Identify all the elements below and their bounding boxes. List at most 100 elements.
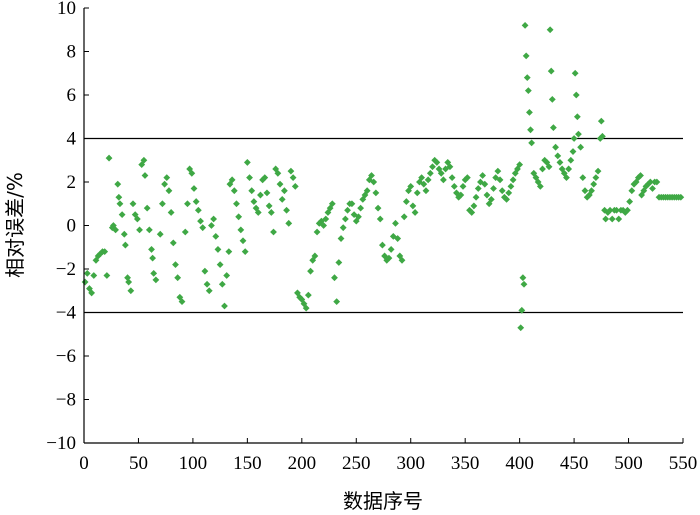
data-point xyxy=(575,130,582,138)
data-point xyxy=(521,22,529,29)
data-point xyxy=(337,235,345,242)
data-point xyxy=(210,215,218,223)
data-point xyxy=(233,200,240,208)
data-point xyxy=(178,298,186,306)
data-point xyxy=(363,187,371,195)
data-point xyxy=(199,224,207,232)
y-tick-label: −2 xyxy=(56,259,76,280)
data-point xyxy=(216,261,224,269)
data-point xyxy=(159,200,166,208)
data-point xyxy=(287,167,295,175)
data-point xyxy=(259,176,267,184)
data-point xyxy=(241,248,249,255)
data-point xyxy=(239,237,247,245)
data-point xyxy=(254,209,262,216)
data-point xyxy=(498,187,506,195)
data-point xyxy=(197,217,204,225)
data-point xyxy=(583,193,591,201)
data-point xyxy=(230,187,238,195)
data-point xyxy=(322,215,330,223)
y-tick-label: 8 xyxy=(67,42,77,63)
x-tick-label: 400 xyxy=(505,453,534,474)
data-point xyxy=(149,254,157,262)
data-point xyxy=(545,163,553,171)
data-point xyxy=(526,109,533,116)
data-point xyxy=(556,159,564,166)
data-point xyxy=(311,252,319,260)
data-point xyxy=(581,187,589,195)
data-point xyxy=(339,224,347,232)
data-point xyxy=(527,126,534,134)
data-point xyxy=(167,209,175,216)
data-point xyxy=(398,256,406,264)
data-point xyxy=(507,182,515,190)
data-point xyxy=(267,209,275,216)
data-point xyxy=(214,246,222,253)
data-point xyxy=(226,180,234,188)
data-point xyxy=(235,213,243,221)
data-point xyxy=(94,252,102,260)
data-point xyxy=(558,165,566,173)
data-point xyxy=(503,196,510,203)
data-point xyxy=(565,165,573,173)
data-point xyxy=(341,215,349,223)
y-tick-label: 10 xyxy=(57,0,76,19)
data-point xyxy=(348,200,356,208)
data-point xyxy=(613,206,620,214)
data-point xyxy=(474,185,482,192)
data-point xyxy=(169,239,177,247)
data-point xyxy=(577,143,585,151)
data-point xyxy=(141,172,149,179)
data-point xyxy=(379,241,386,249)
x-tick-label: 300 xyxy=(396,453,425,474)
data-point xyxy=(677,193,685,201)
data-point xyxy=(626,198,634,205)
y-tick-label: 6 xyxy=(67,85,77,106)
data-point xyxy=(536,182,544,190)
data-point xyxy=(184,200,191,208)
data-point xyxy=(420,180,428,188)
data-point xyxy=(114,180,122,188)
data-point xyxy=(413,189,421,197)
data-point xyxy=(400,213,408,221)
data-point xyxy=(628,187,636,195)
data-point xyxy=(520,280,528,288)
data-point xyxy=(140,156,148,164)
data-point xyxy=(112,226,119,234)
data-point xyxy=(487,196,495,203)
x-tick-label: 150 xyxy=(233,453,262,474)
data-point xyxy=(422,187,430,195)
data-point xyxy=(283,206,290,214)
data-point xyxy=(145,226,153,234)
data-point xyxy=(278,196,286,203)
data-point xyxy=(225,248,233,255)
data-point xyxy=(257,191,264,199)
data-point xyxy=(203,280,211,288)
data-point xyxy=(118,211,126,219)
data-point xyxy=(549,124,557,132)
data-point xyxy=(265,202,273,210)
data-point xyxy=(517,324,525,332)
data-point xyxy=(483,191,491,199)
data-point xyxy=(221,302,228,310)
data-point xyxy=(389,232,397,240)
data-point xyxy=(350,211,358,219)
data-point xyxy=(335,259,343,266)
data-point xyxy=(496,176,504,184)
y-tick-label: −6 xyxy=(56,346,76,367)
x-tick-label: 450 xyxy=(560,453,589,474)
data-point xyxy=(105,154,113,162)
data-point xyxy=(416,178,423,186)
data-point xyxy=(131,211,139,219)
data-point xyxy=(376,215,384,223)
data-point xyxy=(181,228,189,236)
x-tick-label: 250 xyxy=(342,453,371,474)
data-point xyxy=(590,180,598,188)
data-point xyxy=(208,222,215,229)
data-point xyxy=(448,174,456,182)
data-point xyxy=(205,287,213,295)
data-point xyxy=(368,172,375,179)
y-tick-label: 2 xyxy=(67,172,77,193)
data-point xyxy=(402,198,410,205)
